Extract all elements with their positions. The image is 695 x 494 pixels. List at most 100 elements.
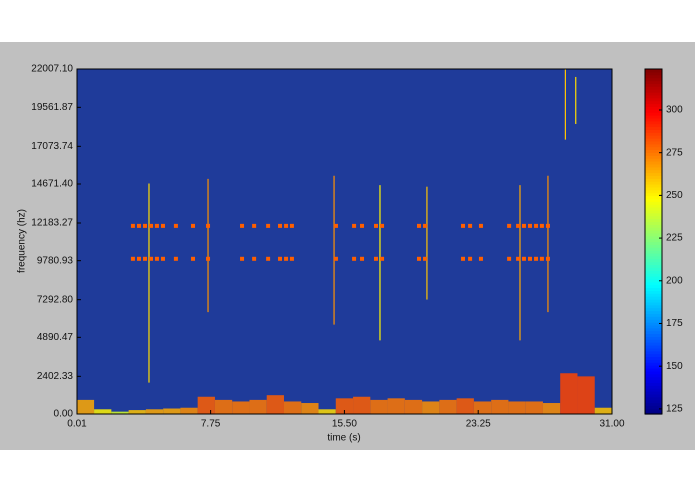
- colorbar-swatch: [645, 92, 662, 96]
- colorbar-swatch: [645, 336, 662, 340]
- colorbar-swatch: [645, 330, 662, 335]
- tone-dot: [478, 223, 483, 228]
- colorbar-swatch: [645, 388, 662, 392]
- colorbar-swatch: [645, 80, 662, 84]
- tone-dot: [527, 223, 532, 228]
- noise-band: [387, 398, 405, 414]
- tone-dot: [278, 256, 283, 261]
- colorbar-swatch: [645, 319, 662, 323]
- tone-dot: [160, 223, 165, 228]
- colorbar-swatch: [645, 138, 662, 142]
- colorbar-swatch: [645, 155, 662, 159]
- colorbar-swatch: [645, 115, 662, 119]
- tone-dot: [545, 256, 550, 261]
- y-tick-label: 17073.74: [31, 141, 73, 152]
- colorbar-swatch: [645, 385, 662, 389]
- tone-dot: [516, 223, 521, 228]
- colorbar-swatch: [645, 353, 662, 358]
- colorbar-swatch: [645, 224, 662, 228]
- noise-band: [94, 409, 112, 414]
- noise-band: [473, 401, 492, 414]
- colorbar-swatch: [645, 94, 662, 99]
- colorbar-swatch: [645, 74, 662, 79]
- tone-dot: [252, 223, 257, 228]
- colorbar-swatch: [645, 100, 662, 105]
- noise-band: [111, 411, 129, 414]
- colorbar-swatch: [645, 69, 662, 73]
- tone-dot: [468, 223, 473, 228]
- colorbar-tick-label: 250: [666, 190, 683, 201]
- colorbar-swatch: [645, 284, 662, 289]
- colorbar-swatch: [645, 327, 662, 332]
- tone-dot: [478, 256, 483, 261]
- tone-dot: [240, 223, 245, 228]
- colorbar-swatch: [645, 264, 662, 268]
- colorbar-swatch: [645, 178, 662, 182]
- colorbar-tick-label: 175: [666, 318, 683, 329]
- colorbar-swatch: [645, 230, 662, 234]
- tone-dot: [130, 256, 135, 261]
- colorbar-swatch: [645, 209, 662, 214]
- colorbar-swatch: [645, 126, 662, 130]
- colorbar-swatch: [645, 322, 662, 326]
- colorbar-swatch: [645, 143, 662, 148]
- colorbar-swatch: [645, 215, 662, 220]
- colorbar-swatch: [645, 149, 662, 153]
- noise-band: [197, 396, 215, 414]
- x-tick-label: 15.50: [332, 419, 357, 430]
- colorbar-swatch: [645, 316, 662, 320]
- colorbar-swatch: [645, 204, 662, 208]
- noise-band: [301, 403, 319, 414]
- colorbar-tick-label: 200: [666, 275, 683, 286]
- colorbar-swatch: [645, 218, 662, 222]
- colorbar-swatch: [645, 184, 662, 188]
- colorbar-swatch: [645, 195, 662, 199]
- noise-band: [370, 399, 388, 414]
- colorbar-swatch: [645, 253, 662, 257]
- tone-dot: [539, 256, 544, 261]
- tone-dot: [333, 223, 338, 228]
- noise-band: [283, 401, 302, 414]
- colorbar-swatch: [645, 244, 662, 248]
- colorbar-swatch: [645, 83, 662, 87]
- tone-dot: [266, 256, 271, 261]
- colorbar-swatch: [645, 396, 662, 401]
- colorbar-swatch: [645, 117, 662, 122]
- colorbar-swatch: [645, 342, 662, 346]
- colorbar-swatch: [645, 276, 662, 280]
- colorbar-swatch: [645, 201, 662, 205]
- tone-dot: [380, 256, 385, 261]
- tone-dot: [149, 223, 154, 228]
- colorbar-swatch: [645, 293, 662, 297]
- tone-dot: [545, 223, 550, 228]
- tone-dot: [289, 223, 294, 228]
- colorbar-swatch: [645, 296, 662, 300]
- tone-dot: [289, 256, 294, 261]
- colorbar-swatch: [645, 172, 662, 176]
- colorbar-swatch: [645, 261, 662, 266]
- colorbar-tick-label: 150: [666, 361, 683, 372]
- colorbar-swatch: [645, 347, 662, 352]
- colorbar-tick-label: 225: [666, 233, 683, 244]
- noise-band: [404, 399, 423, 414]
- colorbar-swatch: [645, 299, 662, 303]
- colorbar-swatch: [645, 376, 662, 381]
- colorbar-swatch: [645, 324, 662, 329]
- colorbar-swatch: [645, 109, 662, 113]
- colorbar-swatch: [645, 247, 662, 251]
- colorbar-frame: [644, 68, 663, 415]
- tone-dot: [527, 256, 532, 261]
- tone-dot: [516, 256, 521, 261]
- noise-band: [335, 398, 354, 414]
- colorbar-swatch: [645, 140, 662, 145]
- tone-dot: [423, 223, 428, 228]
- y-tick-label: 4890.47: [37, 332, 74, 343]
- colorbar-swatch: [645, 382, 662, 386]
- colorbar-swatch: [645, 146, 662, 151]
- colorbar-swatch: [645, 238, 662, 243]
- tone-dot: [507, 256, 512, 261]
- colorbar-swatch: [645, 207, 662, 211]
- colorbar-swatch: [645, 163, 662, 168]
- noise-band: [456, 398, 474, 414]
- tone-dot: [534, 256, 539, 261]
